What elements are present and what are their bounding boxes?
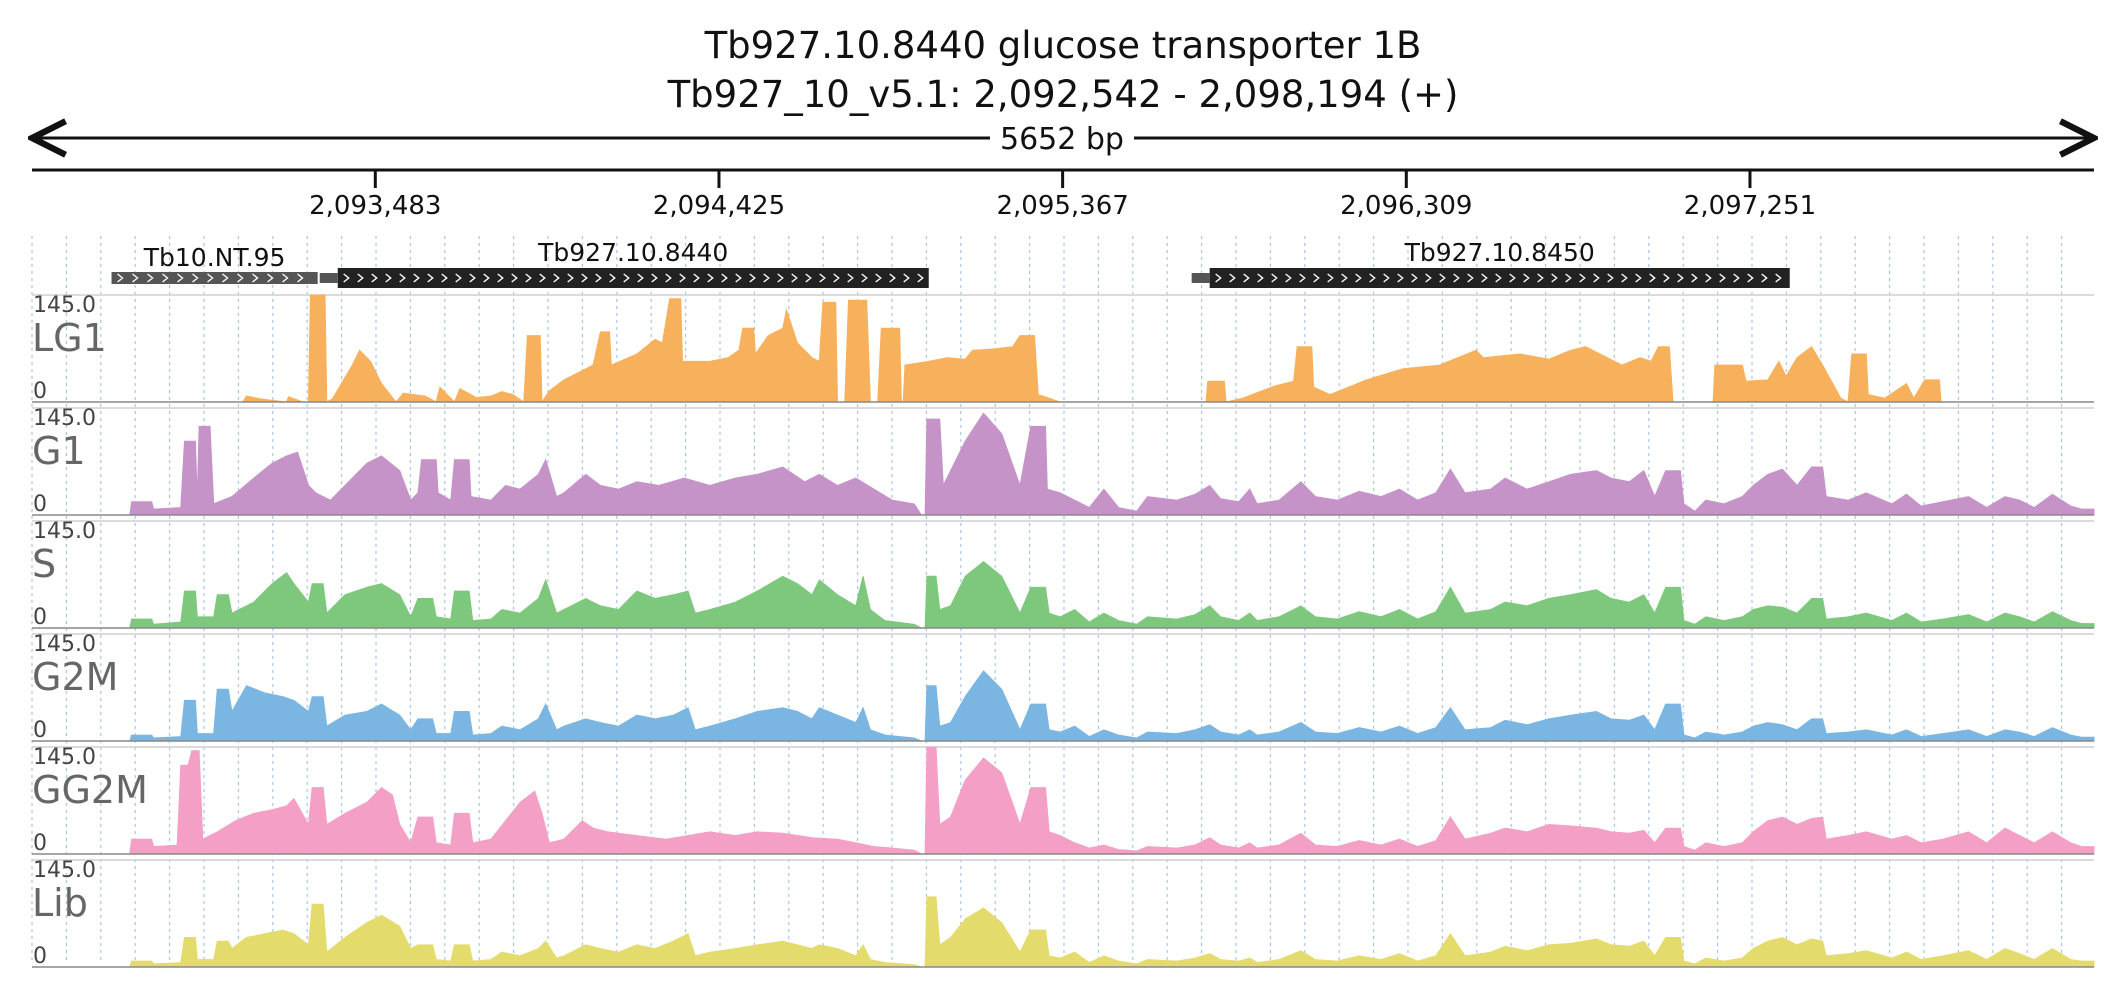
gene-label: Tb10.NT.95 <box>143 243 286 272</box>
span-length-label: 5652 bp <box>1000 122 1124 157</box>
track-gg2m: 145.0 0 GG2M <box>32 745 2095 856</box>
chart-subtitle-location: Tb927_10_v5.1: 2,092,542 - 2,098,194 (+) <box>667 73 1459 116</box>
track-name-label: GG2M <box>32 768 148 812</box>
track-max-label: 145.0 <box>33 745 96 770</box>
track-name-label: S <box>32 542 56 586</box>
track-name-label: Lib <box>32 881 88 925</box>
track-name-label: G1 <box>32 429 86 473</box>
track-max-label: 145.0 <box>33 632 96 657</box>
track-g2m: 145.0 0 G2M <box>32 632 2095 743</box>
track-name-label: LG1 <box>32 316 107 360</box>
gene-feature <box>337 268 929 288</box>
coverage-area <box>32 746 2095 855</box>
coverage-area <box>32 560 2095 629</box>
track-lib: 145.0 0 Lib <box>32 858 2095 969</box>
strand-chevrons <box>1215 273 1782 283</box>
track-lg1: 145.0 0 LG1 <box>32 293 2094 404</box>
track-max-label: 145.0 <box>33 293 96 318</box>
gene-utr <box>1191 273 1210 283</box>
track-min-label: 0 <box>33 944 47 969</box>
track-min-label: 0 <box>33 718 47 743</box>
coverage-area <box>32 670 2095 742</box>
track-max-label: 145.0 <box>33 519 96 544</box>
gene-utr <box>319 273 338 283</box>
track-g1: 145.0 0 G1 <box>32 406 2095 517</box>
x-tick-label: 2,093,483 <box>309 191 441 221</box>
coverage-area <box>32 412 2095 516</box>
chart-title: Tb927.10.8440 glucose transporter 1B <box>704 24 1422 67</box>
x-tick-label: 2,095,367 <box>996 191 1128 221</box>
x-tick-label: 2,097,251 <box>1684 191 1816 221</box>
x-tick-label: 2,094,425 <box>653 191 785 221</box>
track-min-label: 0 <box>33 492 47 517</box>
track-min-label: 0 <box>33 605 47 630</box>
x-tick-label: 2,096,309 <box>1340 191 1472 221</box>
strand-chevrons <box>117 273 304 283</box>
coverage-tracks: 145.00LG1145.00G1145.00S145.00G2M145.00G… <box>32 293 2095 969</box>
gene-track: Tb10.NT.95 Tb927.10.8440 Tb927.10.8450 <box>111 238 1790 288</box>
track-s: 145.0 0 S <box>32 519 2095 630</box>
track-min-label: 0 <box>33 379 47 404</box>
coverage-area <box>32 294 2094 404</box>
track-max-label: 145.0 <box>33 406 96 431</box>
coverage-area <box>32 896 2095 968</box>
track-max-label: 145.0 <box>33 858 96 883</box>
gene-label: Tb927.10.8450 <box>1404 238 1595 267</box>
x-axis-ticks: 2,093,483 2,094,425 2,095,367 2,096,309 2,09… <box>309 170 1816 221</box>
track-name-label: G2M <box>32 655 118 699</box>
track-min-label: 0 <box>33 831 47 856</box>
gene-label: Tb927.10.8440 <box>537 238 728 267</box>
strand-chevrons <box>343 273 924 283</box>
